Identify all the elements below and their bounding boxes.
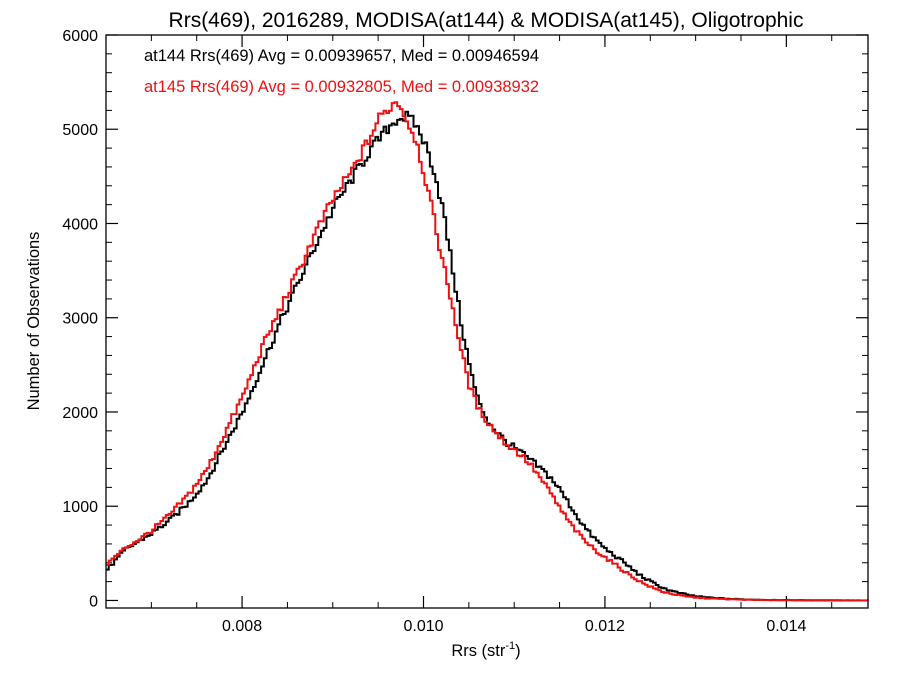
y-tick-label: 4000 bbox=[62, 216, 98, 233]
y-tick-label: 0 bbox=[89, 593, 98, 610]
x-tick-label: 0.010 bbox=[403, 618, 443, 635]
x-axis-label: Rrs (str-1) bbox=[451, 640, 520, 660]
y-axis: 0 1000 2000 3000 4000 5000 6000 bbox=[62, 28, 868, 610]
series-line-at145 bbox=[106, 101, 869, 602]
y-tick-label: 5000 bbox=[62, 122, 98, 139]
chart-title: Rrs(469), 2016289, MODISA(at144) & MODIS… bbox=[169, 9, 804, 32]
y-tick-label: 3000 bbox=[62, 311, 98, 328]
x-tick-label: 0.012 bbox=[585, 618, 625, 635]
y-tick-label: 2000 bbox=[62, 405, 98, 422]
plot-frame bbox=[105, 34, 869, 609]
series-layer bbox=[106, 101, 869, 602]
x-tick-label: 0.014 bbox=[766, 618, 806, 635]
series-annotation-at145: at145 Rrs(469) Avg = 0.00932805, Med = 0… bbox=[144, 78, 539, 96]
series-line-at144 bbox=[106, 110, 868, 602]
y-tick-label: 1000 bbox=[62, 499, 98, 516]
x-tick-label: 0.008 bbox=[222, 618, 262, 635]
y-tick-label: 6000 bbox=[62, 28, 98, 45]
series-annotation-at144: at144 Rrs(469) Avg = 0.00939657, Med = 0… bbox=[144, 47, 539, 65]
x-axis: 0.008 0.010 0.012 0.014 bbox=[105, 35, 833, 635]
y-axis-label: Number of Observations bbox=[25, 232, 43, 411]
